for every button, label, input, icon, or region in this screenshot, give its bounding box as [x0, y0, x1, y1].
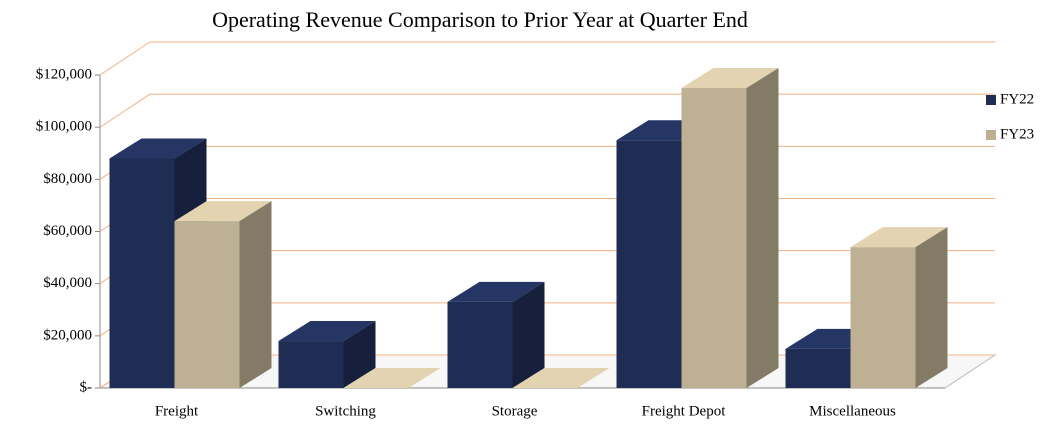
- bar-front: [278, 341, 344, 388]
- x-tick-label: Miscellaneous: [809, 403, 896, 419]
- grid-line: [99, 145, 995, 180]
- bar-front: [109, 158, 175, 388]
- bar-front: [174, 221, 240, 388]
- bar-front: [447, 301, 513, 388]
- legend-swatch: [986, 95, 996, 105]
- bar-front: [850, 247, 916, 388]
- bar-side: [915, 227, 948, 388]
- bar-top: [109, 138, 207, 159]
- bar-top: [278, 321, 376, 342]
- bar-top: [512, 368, 610, 388]
- grid-line: [99, 41, 995, 76]
- bar-side: [343, 321, 376, 388]
- x-tick-label: Freight Depot: [642, 403, 727, 419]
- y-tick-label: $80,000: [43, 171, 92, 187]
- bar-top: [850, 227, 948, 248]
- bar-top: [447, 281, 545, 302]
- bar-top: [681, 68, 779, 89]
- chart-title: Operating Revenue Comparison to Prior Ye…: [212, 7, 748, 32]
- grid-line: [99, 93, 995, 128]
- y-tick-label: $-: [80, 379, 93, 395]
- x-tick-label: Switching: [315, 403, 376, 419]
- bar-side: [239, 201, 272, 388]
- bar-side: [746, 68, 779, 389]
- legend-label: FY23: [1000, 126, 1034, 142]
- bar-front: [785, 348, 851, 388]
- y-tick-label: $60,000: [43, 223, 92, 239]
- y-tick-label: $40,000: [43, 275, 92, 291]
- legend-label: FY22: [1000, 91, 1034, 107]
- x-tick-label: Freight: [155, 403, 199, 419]
- bar-front: [616, 140, 682, 388]
- bar-top: [174, 201, 272, 222]
- y-tick-label: $120,000: [36, 66, 92, 82]
- bar-front: [681, 88, 747, 389]
- bar-side: [512, 281, 545, 388]
- x-tick-label: Storage: [492, 403, 538, 419]
- y-tick-label: $100,000: [36, 119, 92, 135]
- bar-top: [343, 368, 441, 388]
- y-tick-label: $20,000: [43, 327, 92, 343]
- legend-swatch: [986, 130, 996, 140]
